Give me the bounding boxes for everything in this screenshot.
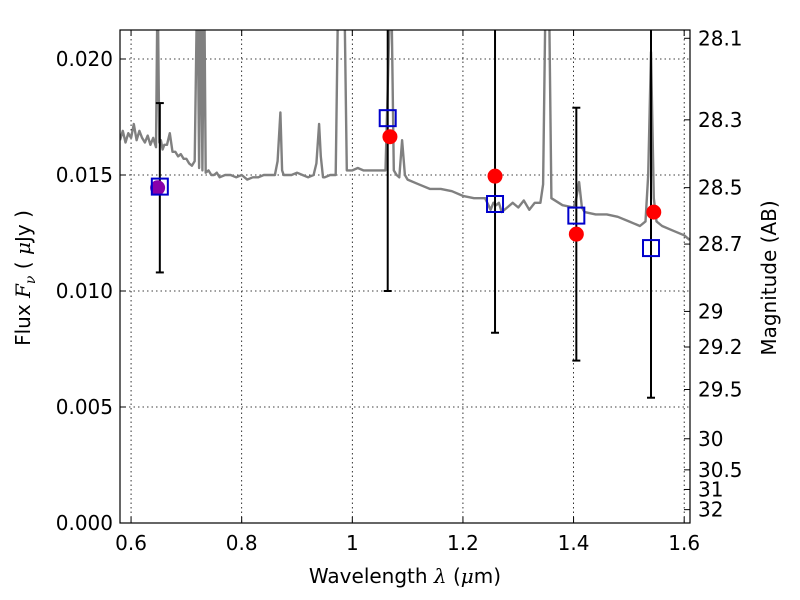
x-axis-label: Wavelength λ (μm) bbox=[309, 564, 501, 588]
y-tick-label: 0.000 bbox=[56, 511, 113, 535]
x-tick-label: 1.2 bbox=[447, 531, 479, 555]
model-point bbox=[642, 239, 661, 258]
y-tick-label: 0.020 bbox=[56, 47, 113, 71]
x-tick-label: 1.6 bbox=[668, 531, 700, 555]
axes: 0.6 0.8 1 1.2 1.4 1.6 0.000 0.005 0.010 0.015 0.02… bbox=[56, 26, 743, 555]
y-axis-label: Flux Fν ( μJy ) bbox=[11, 210, 39, 346]
y2-tick-label: 29.5 bbox=[698, 377, 743, 401]
y-tick-label: 0.005 bbox=[56, 395, 113, 419]
observed-point bbox=[568, 226, 584, 242]
observed-point bbox=[487, 168, 503, 184]
y2-tick-label: 32 bbox=[698, 498, 723, 522]
x-tick-label: 1 bbox=[346, 531, 359, 555]
y2-tick-label: 28.3 bbox=[698, 108, 743, 132]
model-point bbox=[486, 195, 505, 213]
y2-tick-label: 28.1 bbox=[698, 26, 743, 50]
y-tick-label: 0.015 bbox=[56, 163, 113, 187]
y2-tick-label: 29 bbox=[698, 299, 723, 323]
plot-frame bbox=[119, 29, 691, 524]
y2-tick-label: 28.5 bbox=[698, 176, 743, 200]
x-tick-label: 0.6 bbox=[115, 531, 147, 555]
observed-point bbox=[150, 180, 166, 196]
model-point bbox=[378, 109, 397, 128]
y2-tick-label: 31 bbox=[698, 477, 723, 501]
y-tick-label: 0.010 bbox=[56, 279, 113, 303]
observed-point bbox=[646, 204, 662, 220]
y2-tick-label: 29.2 bbox=[698, 335, 743, 359]
x-tick-label: 1.4 bbox=[558, 531, 590, 555]
x-tick-label: 0.8 bbox=[226, 531, 258, 555]
observed-point bbox=[382, 129, 398, 145]
spectrum-line bbox=[120, 30, 690, 241]
y2-axis-label: Magnitude (AB) bbox=[757, 200, 781, 355]
plot-area bbox=[120, 30, 690, 399]
y2-tick-label: 30 bbox=[698, 427, 723, 451]
model-point bbox=[567, 206, 586, 225]
y2-tick-label: 28.7 bbox=[698, 232, 743, 256]
y2-tick-label: 30.5 bbox=[698, 458, 743, 482]
model-point bbox=[150, 177, 169, 196]
